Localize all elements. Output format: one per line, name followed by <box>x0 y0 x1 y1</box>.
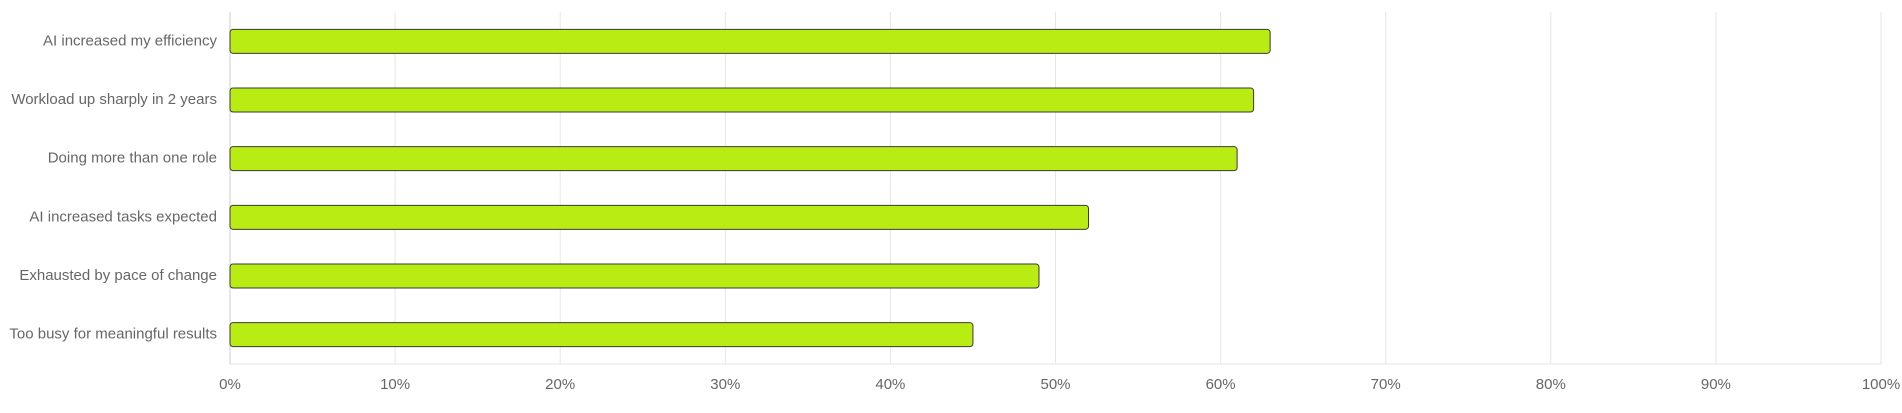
x-tick-label: 80% <box>1536 376 1566 393</box>
x-tick-label: 70% <box>1371 376 1401 393</box>
y-tick-label: Exhausted by pace of change <box>19 267 217 284</box>
x-tick-label: 100% <box>1862 376 1900 393</box>
bar <box>229 322 974 348</box>
bar <box>229 28 1271 54</box>
x-tick-label: 60% <box>1206 376 1236 393</box>
bar <box>229 87 1255 113</box>
y-tick-label: Doing more than one role <box>48 150 217 167</box>
x-tick-label: 30% <box>710 376 740 393</box>
x-tick-label: 90% <box>1701 376 1731 393</box>
bar <box>229 204 1090 230</box>
y-tick-label: AI increased my efficiency <box>43 32 217 49</box>
x-tick-label: 40% <box>875 376 905 393</box>
y-tick-label: AI increased tasks expected <box>29 208 217 225</box>
y-tick-label: Too busy for meaningful results <box>9 326 217 343</box>
x-tick-label: 20% <box>545 376 575 393</box>
y-tick-label: Workload up sharply in 2 years <box>11 91 217 108</box>
x-tick-label: 50% <box>1040 376 1070 393</box>
x-tick-label: 10% <box>380 376 410 393</box>
bar <box>229 146 1238 172</box>
x-tick-label: 0% <box>219 376 241 393</box>
bar <box>229 263 1040 289</box>
